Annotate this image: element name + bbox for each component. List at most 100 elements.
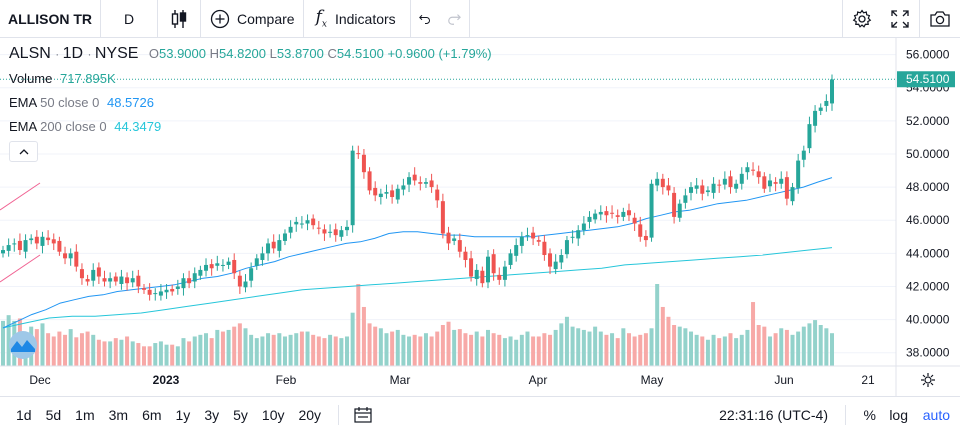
candle-body — [339, 230, 344, 237]
volume-bar — [767, 336, 772, 366]
settings-button[interactable] — [843, 0, 881, 38]
candle-body — [463, 251, 468, 260]
candle-body — [299, 223, 304, 225]
candle-body — [46, 237, 51, 241]
candle-body — [249, 268, 254, 281]
volume-bar — [694, 334, 699, 366]
candle-body — [762, 176, 767, 189]
candle-body — [153, 293, 158, 295]
candle-body — [514, 245, 519, 256]
volume-bar — [57, 331, 62, 366]
volume-bar — [68, 329, 73, 366]
candle-body — [79, 269, 84, 279]
price-axis[interactable]: 56.000054.000052.000050.000048.000046.00… — [906, 48, 950, 360]
candle-body — [728, 176, 733, 188]
volume-bar — [226, 329, 231, 366]
interval-button[interactable]: D — [123, 10, 135, 27]
candle-body — [593, 213, 598, 220]
fullscreen-button[interactable] — [881, 0, 919, 38]
candle-body — [311, 218, 316, 226]
candle-body — [390, 190, 395, 198]
range-button-3y[interactable]: 3y — [204, 407, 220, 423]
ema200-legend[interactable]: EMA 200 close 0 44.3479 — [9, 119, 162, 134]
log-scale-toggle[interactable]: log — [889, 407, 908, 423]
redo-button[interactable] — [439, 0, 469, 38]
time-axis[interactable]: Dec 2023 Feb Mar Apr May Jun 21 — [29, 373, 875, 387]
volume-bar — [548, 334, 553, 366]
candle-body — [119, 276, 124, 284]
volume-bar — [790, 334, 795, 366]
percent-scale-toggle[interactable]: % — [863, 407, 876, 423]
volume-bar — [722, 336, 727, 366]
candle-body — [266, 243, 271, 254]
volume-legend[interactable]: Volume 717.895K — [9, 71, 116, 86]
price-tick-label: 46.0000 — [906, 213, 950, 227]
trend-line[interactable] — [0, 182, 41, 211]
candle-body — [1, 250, 5, 254]
volume-bar — [491, 333, 496, 366]
volume-bar — [260, 336, 265, 366]
volume-bar — [773, 333, 778, 366]
separator — [302, 0, 304, 38]
volume-bar — [734, 338, 739, 366]
auto-scale-toggle[interactable]: auto — [922, 407, 950, 423]
range-button-20y[interactable]: 20y — [298, 407, 322, 423]
volume-bar — [536, 336, 541, 366]
range-button-1m[interactable]: 1m — [75, 407, 95, 423]
price-chart[interactable]: 56.000054.000052.000050.000048.000046.00… — [0, 38, 960, 396]
date-range-button[interactable] — [354, 406, 372, 426]
candle-body — [68, 253, 73, 259]
camera-icon — [930, 11, 950, 27]
symbol-legend: ALSN · 1D · NYSE O53.9000 H54.8200 L53.8… — [9, 45, 492, 62]
range-button-6m[interactable]: 6m — [142, 407, 162, 423]
indicators-button[interactable]: fx Indicators — [304, 0, 404, 38]
range-button-1y[interactable]: 1y — [175, 407, 191, 423]
candle-body — [711, 183, 716, 193]
volume-bar — [74, 337, 79, 366]
candle-body — [666, 185, 671, 191]
volume-bar — [40, 323, 45, 366]
range-button-5d[interactable]: 5d — [45, 407, 62, 423]
range-button-1d[interactable]: 1d — [16, 407, 32, 423]
compare-button[interactable]: Compare — [201, 0, 303, 38]
close-value: 54.5100 — [336, 46, 384, 61]
volume-bar — [6, 315, 11, 366]
bottom-toolbar: 1d 5d 1m 3m 6m 1y 3y 5y 10y 20y 22:31:16 (UTC-4) … — [0, 396, 960, 433]
symbol-search[interactable]: ALLISON TR — [8, 10, 92, 27]
candle-body — [423, 182, 428, 184]
separator — [919, 0, 920, 38]
candle-body — [209, 264, 214, 269]
range-button-10y[interactable]: 10y — [261, 407, 285, 423]
collapse-legend-button[interactable] — [9, 141, 38, 162]
trend-line[interactable] — [0, 254, 41, 283]
candle-body — [85, 279, 90, 282]
volume-bar — [711, 334, 716, 366]
ema50-legend[interactable]: EMA 50 close 0 48.5726 — [9, 95, 154, 110]
candle-body — [17, 240, 22, 251]
axis-settings-icon[interactable] — [921, 373, 935, 387]
candle-body — [204, 264, 209, 271]
volume-bar — [621, 328, 626, 366]
ema50-value: 48.5726 — [106, 95, 154, 110]
volume-bar — [514, 339, 519, 366]
candle-body — [260, 253, 265, 260]
timezone-clock[interactable]: 22:31:16 (UTC-4) — [719, 407, 828, 423]
candle-body — [621, 211, 626, 217]
price-tick-label: 52.0000 — [906, 114, 950, 128]
range-buttons: 1d 5d 1m 3m 6m 1y 3y 5y 10y 20y — [7, 407, 326, 423]
trend-lines[interactable] — [0, 182, 41, 283]
candle-body — [108, 278, 113, 282]
chart-type-button[interactable] — [158, 0, 200, 38]
candle-body — [40, 236, 45, 246]
tradingview-logo-icon[interactable] — [6, 330, 40, 360]
ema50-series — [2, 177, 833, 329]
screenshot-button[interactable] — [920, 0, 960, 38]
volume-bar — [474, 331, 479, 366]
legend-ticker: ALSN — [9, 45, 51, 62]
candle-body — [773, 182, 778, 184]
candle-body — [542, 241, 547, 256]
range-button-3m[interactable]: 3m — [108, 407, 129, 423]
undo-button[interactable] — [411, 0, 439, 38]
range-button-5y[interactable]: 5y — [233, 407, 248, 423]
volume-bar — [818, 325, 823, 366]
